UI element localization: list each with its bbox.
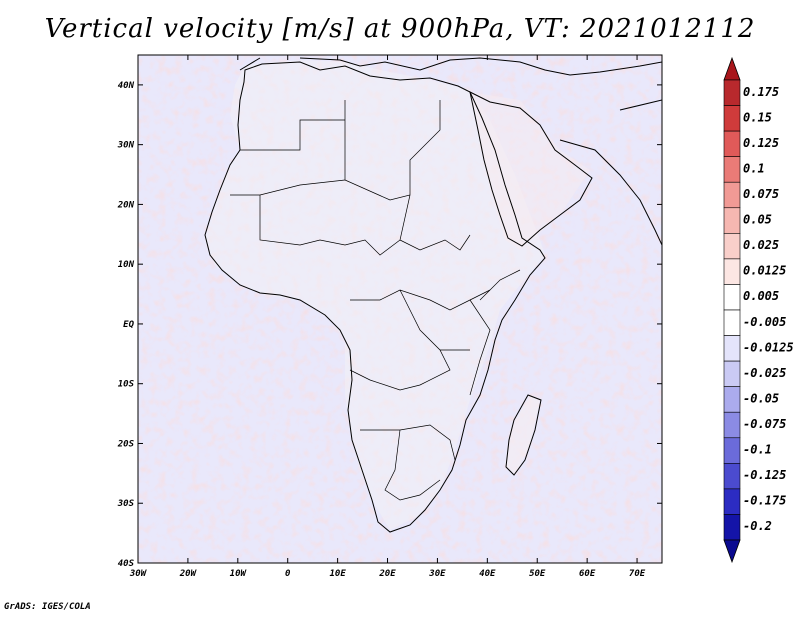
legend-label: -0.1	[743, 443, 772, 457]
legend-swatch	[723, 207, 741, 234]
coastlines	[204, 57, 662, 533]
africa-coastline	[204, 61, 546, 533]
legend-label: -0.05	[743, 391, 779, 405]
legend-swatch	[723, 233, 741, 260]
legend-swatch	[723, 437, 741, 464]
map-title: Vertical velocity [m/s] at 900hPa, VT: 2…	[44, 14, 756, 44]
lon-label: 40E	[479, 569, 496, 579]
legend-label: -0.075	[743, 417, 786, 431]
lon-label: 50E	[529, 569, 546, 579]
arabia-landmass	[470, 92, 590, 250]
legend-swatch	[723, 79, 741, 106]
legend-label: 0.175	[743, 85, 779, 99]
legend-swatch	[723, 156, 741, 183]
legend-label: 0.125	[743, 136, 779, 150]
lat-label: 40S	[118, 559, 135, 569]
lon-label: 20W	[179, 569, 198, 579]
legend-label: 0.0125	[743, 264, 786, 278]
legend-label: 0.15	[743, 110, 772, 124]
legend-label: -0.2	[743, 519, 772, 533]
velocity-field	[138, 55, 662, 563]
europe-coastline	[239, 57, 662, 76]
legend-top-arrow	[723, 56, 741, 81]
legend-swatch	[723, 181, 741, 209]
plot-frame	[137, 54, 663, 564]
legend-bottom-arrow	[723, 539, 741, 564]
madagascar-landmass	[505, 395, 540, 475]
lon-label: 20E	[378, 569, 396, 579]
asia-coastline	[559, 99, 662, 246]
africa-landmass	[205, 60, 545, 530]
lat-label: 30S	[117, 499, 135, 509]
lat-label: 20N	[117, 200, 135, 210]
lon-label: 10W	[230, 569, 248, 579]
software-credit: GrADS: IGES/COLA	[4, 602, 91, 612]
lon-label: 30W	[129, 569, 148, 579]
lon-label: 30E	[428, 569, 446, 579]
lon-label: 70E	[629, 569, 646, 579]
legend-swatch	[723, 258, 741, 285]
madagascar-coastline	[505, 394, 542, 476]
legend-label: 0.05	[743, 213, 772, 227]
legend-label: 0.025	[743, 238, 779, 252]
legend-swatch	[723, 105, 741, 132]
legend-swatch	[723, 463, 741, 490]
color-legend: 0.175 0.15 0.125 0.1 0.075 0.05 0.025 0.0125 0.0…	[723, 56, 794, 564]
legend-label: 0.075	[743, 187, 779, 201]
legend-swatch	[723, 488, 741, 515]
lat-label: 10N	[118, 260, 135, 270]
legend-swatch	[723, 411, 741, 439]
legend-swatch	[723, 309, 741, 336]
legend-swatch	[723, 130, 741, 157]
legend-swatch	[723, 335, 741, 362]
legend-label: 0.1	[743, 161, 765, 175]
lon-label: 10E	[329, 569, 346, 579]
legend-swatch	[723, 360, 741, 387]
country-borders	[230, 100, 521, 501]
legend-label: -0.025	[743, 366, 786, 380]
legend-label: 0.005	[743, 289, 779, 303]
lat-label: 20S	[117, 439, 135, 449]
legend-swatch	[723, 284, 741, 311]
arabia-coastline	[469, 91, 593, 247]
lat-label: 10S	[118, 380, 135, 390]
legend-swatch	[723, 514, 741, 541]
legend-label: -0.0125	[743, 340, 794, 354]
legend-label: -0.175	[743, 494, 786, 508]
legend-label: -0.005	[743, 315, 786, 329]
lat-label: 30N	[117, 141, 135, 151]
lon-label: 0	[285, 569, 291, 579]
lon-label: 60E	[579, 569, 596, 579]
legend-swatch	[723, 386, 741, 413]
lat-label: EQ	[123, 320, 134, 330]
legend-label: -0.125	[743, 468, 786, 482]
lat-label: 40N	[118, 81, 135, 91]
